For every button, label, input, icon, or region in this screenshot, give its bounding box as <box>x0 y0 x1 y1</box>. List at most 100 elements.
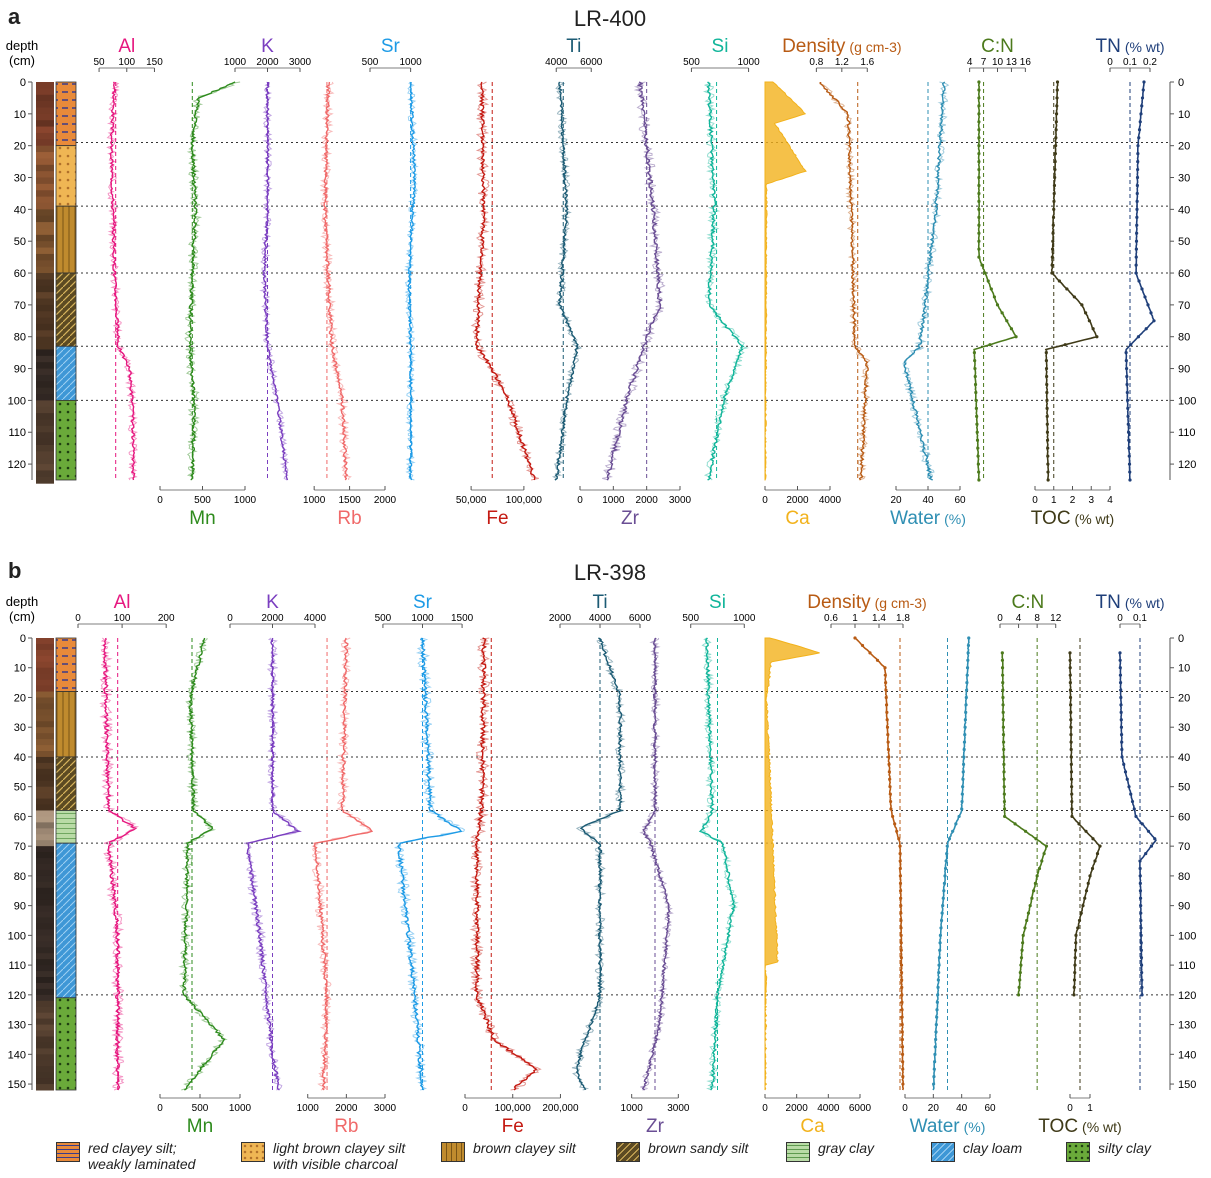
depth-tick-label: 20 <box>14 692 26 704</box>
panel-title-b: LR-398 <box>573 560 647 585</box>
depth-tick-label: 150 <box>8 1079 26 1091</box>
depth-tick-label-right: 100 <box>1178 930 1196 942</box>
series-point <box>901 1060 905 1064</box>
series-smooth-line <box>606 81 663 481</box>
axis-tick-label: 2000 <box>261 613 284 624</box>
axis-tick-label: 13 <box>1006 57 1018 68</box>
series-point <box>899 956 903 960</box>
depth-tick-label: 60 <box>14 268 26 280</box>
series-name: Al <box>118 36 135 57</box>
series-point <box>963 733 967 737</box>
depth-tick-label: 90 <box>14 901 26 913</box>
axis-tick-label: 1000 <box>234 495 257 506</box>
series-point <box>1052 199 1056 203</box>
axis-tick-label: 1.8 <box>896 613 910 624</box>
series-point <box>977 96 981 100</box>
series-point <box>1055 104 1059 108</box>
series-point <box>933 1045 937 1049</box>
series-name: TN (% wt) <box>1096 36 1165 57</box>
series-point <box>977 152 981 156</box>
series-point <box>963 718 967 722</box>
series-point <box>1018 978 1022 982</box>
axis-tick-label: 0 <box>762 495 768 506</box>
depth-tick-label: 10 <box>14 663 26 675</box>
series-smooth-line <box>262 82 289 481</box>
series-point <box>1095 851 1100 856</box>
series-point <box>1001 725 1005 729</box>
series-ca: 0 2000 4000 Ca <box>762 81 842 529</box>
axis-tick-label: 60 <box>984 1103 996 1114</box>
series-point <box>901 1067 905 1071</box>
series-point <box>1040 859 1044 863</box>
series-point <box>1021 941 1025 945</box>
series-point <box>1068 673 1072 677</box>
series-point <box>934 1037 938 1042</box>
series-point <box>977 88 981 92</box>
series-point <box>1051 239 1055 243</box>
series-point <box>1135 199 1139 203</box>
series-point <box>977 183 981 188</box>
series-point <box>932 1075 936 1079</box>
axis-tick-label: 1000 <box>737 57 760 68</box>
series-point <box>885 710 889 714</box>
series-point <box>899 926 903 930</box>
depth-tick-label-right: 140 <box>1178 1049 1196 1061</box>
series-point <box>900 1015 904 1019</box>
series-point <box>1072 993 1076 997</box>
lithology-unit <box>55 205 77 274</box>
depth-tick-label-right: 50 <box>1178 782 1190 794</box>
series-toc: 0 1 TOC (% wt) <box>1038 638 1122 1137</box>
depth-tick-label: 50 <box>14 236 26 248</box>
series-point <box>1137 136 1141 140</box>
series-point <box>1016 993 1021 997</box>
series-point <box>1118 673 1123 677</box>
series-point <box>1139 948 1143 952</box>
axis-tick-label: 200,000 <box>542 1103 579 1114</box>
legend-item: red clayey silt; weakly laminated <box>56 1140 195 1172</box>
series-point <box>1014 335 1018 339</box>
series-point <box>1140 985 1144 990</box>
series-point <box>1136 144 1140 148</box>
series-point <box>1025 918 1029 923</box>
series-name: Si <box>709 592 726 613</box>
legend-label: light brown clayey silt with visible cha… <box>273 1140 406 1172</box>
series-point <box>935 1008 939 1012</box>
series-point <box>1002 792 1006 796</box>
series-point <box>983 271 987 275</box>
series-point <box>1045 430 1050 434</box>
series-point <box>1068 658 1072 662</box>
series-point <box>942 889 946 893</box>
series-point <box>1149 844 1154 848</box>
axis-tick-label: 40 <box>922 495 934 506</box>
panel-letter-a: a <box>8 4 21 29</box>
axis-tick-label: 1500 <box>451 613 474 624</box>
depth-tick-label-right: 70 <box>1178 841 1190 853</box>
series-point <box>886 733 890 737</box>
series-point <box>1001 673 1005 677</box>
series-point <box>1053 167 1057 172</box>
series-point <box>1146 829 1151 833</box>
series-point <box>1086 881 1090 885</box>
axis-tick-label: 6000 <box>849 1103 872 1114</box>
series-point <box>1050 255 1054 259</box>
axis-tick-label: 100,000 <box>495 1103 532 1114</box>
axis-tick-label: 3000 <box>667 1103 690 1114</box>
series-point <box>965 681 969 685</box>
series-point <box>1045 422 1049 426</box>
series-point <box>1141 88 1145 92</box>
series-point <box>1000 651 1004 655</box>
series-point <box>1050 247 1055 251</box>
series-point <box>1001 695 1005 700</box>
depth-tick-label-right: 150 <box>1178 1079 1196 1091</box>
depth-tick-label: 80 <box>14 332 26 344</box>
axis-tick-label: 0 <box>75 613 81 624</box>
series-point <box>1118 681 1123 685</box>
series-cn: 0 4 8 12 C:N <box>997 592 1062 1090</box>
series-point <box>1051 223 1055 227</box>
series-point <box>975 438 980 442</box>
series-point <box>1138 859 1142 863</box>
series-point <box>939 918 944 923</box>
series-point <box>1054 136 1058 140</box>
series-point <box>1028 904 1032 908</box>
